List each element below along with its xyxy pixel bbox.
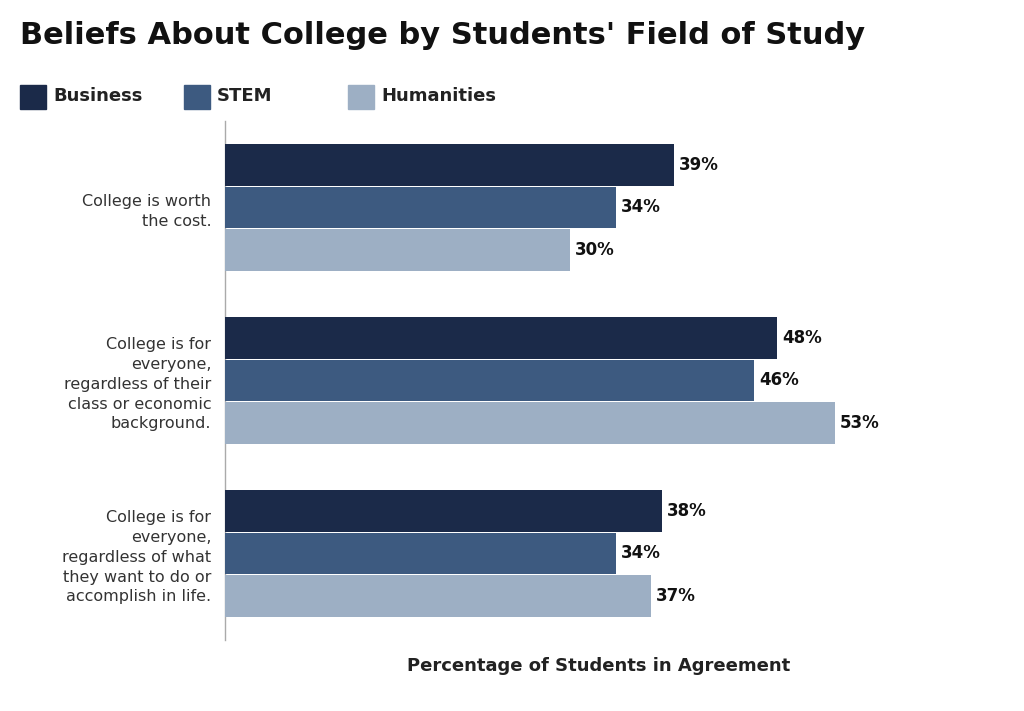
Text: 34%: 34% bbox=[621, 198, 660, 216]
Text: Beliefs About College by Students' Field of Study: Beliefs About College by Students' Field… bbox=[20, 21, 865, 50]
Bar bbox=[225, 490, 663, 532]
Bar bbox=[225, 360, 755, 401]
Bar bbox=[225, 229, 570, 271]
Text: 30%: 30% bbox=[574, 241, 614, 259]
Bar bbox=[225, 533, 616, 574]
Bar bbox=[225, 402, 835, 444]
Text: STEM: STEM bbox=[217, 87, 272, 105]
Text: 34%: 34% bbox=[621, 545, 660, 562]
Text: 39%: 39% bbox=[678, 156, 718, 174]
Bar bbox=[225, 317, 777, 359]
Text: 46%: 46% bbox=[759, 371, 799, 390]
Bar bbox=[225, 144, 674, 186]
Text: Humanities: Humanities bbox=[381, 87, 496, 105]
Text: 53%: 53% bbox=[840, 414, 880, 432]
Text: 48%: 48% bbox=[782, 329, 821, 347]
X-axis label: Percentage of Students in Agreement: Percentage of Students in Agreement bbox=[408, 656, 791, 675]
Bar bbox=[225, 186, 616, 228]
Text: Business: Business bbox=[53, 87, 142, 105]
Bar bbox=[225, 575, 651, 616]
Text: 37%: 37% bbox=[655, 587, 695, 605]
Text: 38%: 38% bbox=[667, 502, 707, 520]
